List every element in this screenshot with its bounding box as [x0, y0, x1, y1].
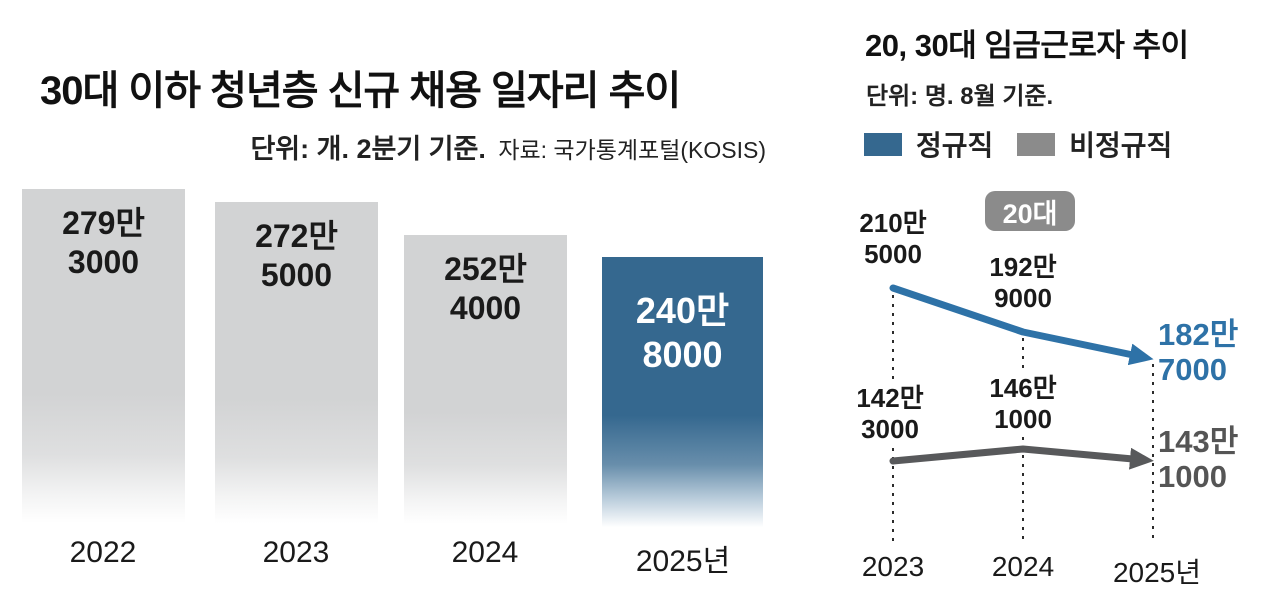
- line-chart-plot-area: 20대 210만 5000 192만 9000 182만 7000 142만 3…: [820, 180, 1280, 611]
- age-group-badge: 20대: [985, 191, 1075, 231]
- nonregular-2024-label: 146만 1000: [985, 373, 1061, 436]
- bar-2022: 279만 3000: [22, 189, 185, 530]
- bar-2023: 272만 5000: [215, 202, 378, 530]
- right-x-tick-2024: 2024: [991, 551, 1055, 582]
- right-x-tick-2025: 2025년: [1112, 557, 1202, 588]
- left-chart-unit-note: 단위: 개. 2분기 기준.: [250, 134, 486, 164]
- right-chart-title: 20, 30대 임금근로자 추이: [865, 28, 1189, 63]
- left-chart-source-note: 자료: 국가통계포털(KOSIS): [498, 137, 766, 163]
- regular-2024-label: 192만 9000: [985, 252, 1061, 315]
- bar-2024: 252만 4000: [404, 235, 567, 530]
- x-tick-2023: 2023: [262, 536, 330, 569]
- right-chart-panel: 20, 30대 임금근로자 추이 단위: 명. 8월 기준. 정규직 비정규직: [820, 0, 1280, 611]
- legend-swatch-nonregular-icon: [1017, 132, 1056, 156]
- right-x-tick-2023: 2023: [861, 551, 925, 582]
- left-chart-subtitle: 단위: 개. 2분기 기준. 자료: 국가통계포털(KOSIS): [0, 127, 766, 166]
- x-tick-2024: 2024: [451, 536, 519, 569]
- x-tick-2025: 2025년: [635, 545, 731, 578]
- legend: 정규직 비정규직: [864, 124, 1182, 164]
- regular-2025-end-label: 182만 7000: [1158, 317, 1239, 387]
- regular-2023-label: 210만 5000: [855, 208, 931, 271]
- left-chart-title: 30대 이하 청년층 신규 채용 일자리 추이: [40, 69, 681, 113]
- bar-2024-value-label: 252만 4000: [444, 251, 527, 327]
- bar-2025-value-label: 240만 8000: [635, 290, 730, 375]
- bar-2025-highlighted: 240만 8000: [602, 257, 763, 530]
- legend-swatch-regular-icon: [864, 132, 902, 156]
- bar-2022-value-label: 279만 3000: [62, 205, 145, 281]
- line-chart-svg: [889, 284, 1154, 543]
- nonregular-2025-end-label: 143만 1000: [1158, 424, 1239, 494]
- legend-label-regular: 정규직: [916, 130, 994, 161]
- bar-2023-value-label: 272만 5000: [255, 218, 338, 294]
- regular-workers-line: [889, 284, 1154, 366]
- legend-label-nonregular: 비정규직: [1069, 130, 1173, 161]
- right-chart-unit-note: 단위: 명. 8월 기준.: [866, 83, 1054, 110]
- nonregular-workers-line: [889, 445, 1154, 470]
- x-tick-2022: 2022: [69, 536, 137, 569]
- nonregular-2023-label: 142만 3000: [852, 383, 928, 446]
